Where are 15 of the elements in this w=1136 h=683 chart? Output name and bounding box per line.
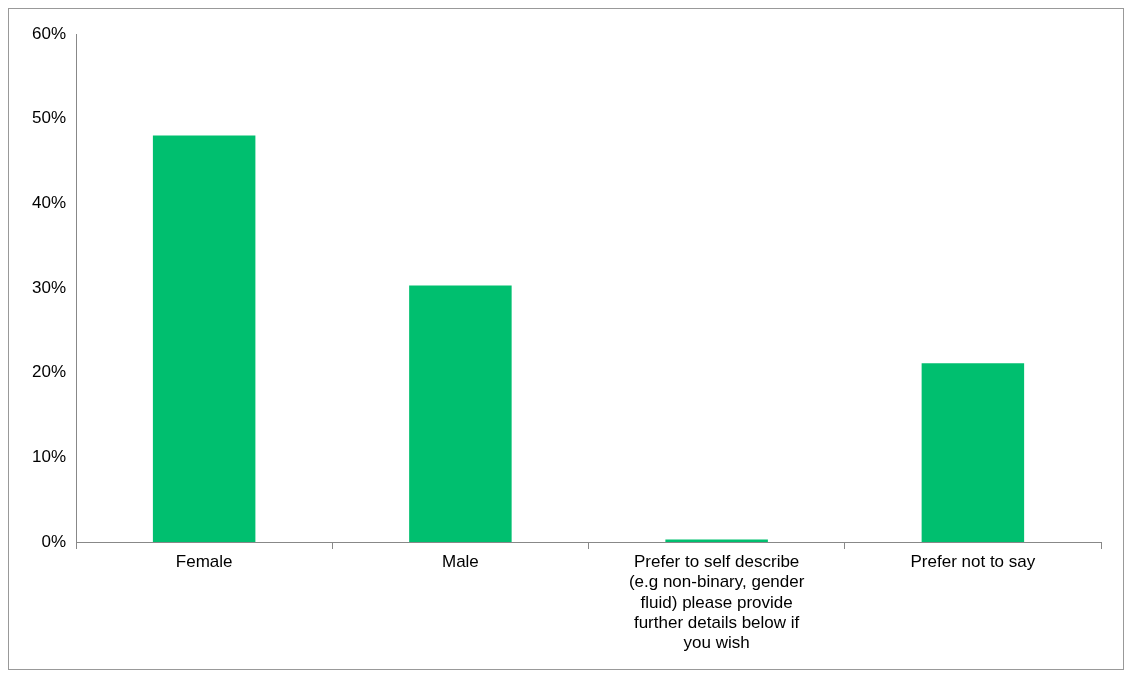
x-tick-label: Female: [175, 551, 233, 571]
y-tick-label: 20%: [31, 362, 67, 382]
y-tick-label: 50%: [31, 108, 67, 128]
y-tick-label: 60%: [31, 23, 67, 43]
y-tick-label: 0%: [41, 531, 67, 551]
bar: [152, 135, 256, 542]
y-tick-label: 40%: [31, 193, 67, 213]
x-tick-label: Prefer to self describe (e.g non-binary, gender fluid) please provide further details below if you wish: [628, 551, 805, 653]
x-tick-label: Prefer not to say: [910, 551, 1036, 571]
x-tick-label: Male: [441, 551, 479, 571]
y-tick-label: 10%: [31, 447, 67, 467]
bar: [409, 285, 512, 542]
bar: [921, 363, 1025, 542]
y-tick-label: 30%: [31, 277, 67, 297]
bar: [665, 539, 768, 542]
